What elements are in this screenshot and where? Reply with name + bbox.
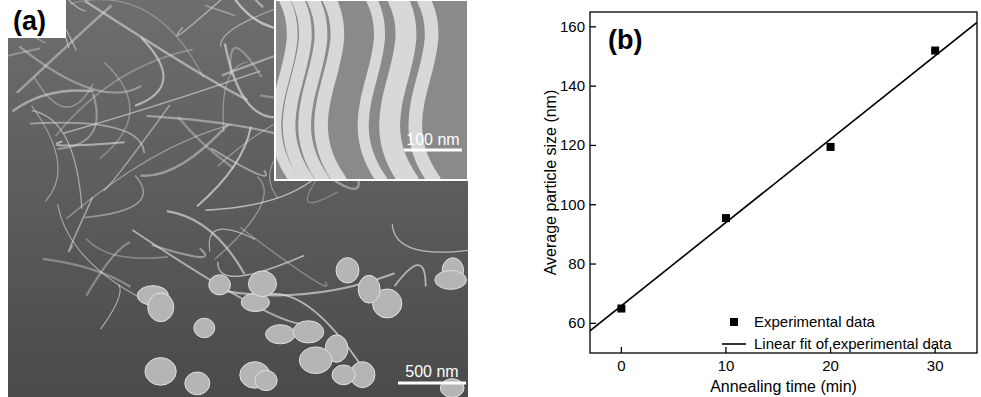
nanotube — [132, 230, 300, 324]
nanotube — [57, 94, 96, 149]
legend-swatch — [730, 318, 738, 326]
inset-scale-bar — [404, 149, 462, 152]
y-axis-title: Average particle size (nm) — [542, 90, 559, 276]
nanotube — [70, 0, 204, 78]
scale-label: 500 nm — [405, 363, 458, 380]
nanotube — [55, 49, 192, 136]
nanotube — [223, 62, 247, 132]
particle — [435, 271, 467, 290]
nanotube — [167, 211, 245, 274]
nanotube — [393, 1, 412, 179]
y-tick — [590, 323, 596, 324]
particle — [148, 293, 174, 322]
y-tick-label: 140 — [560, 77, 585, 94]
nanotube — [395, 265, 426, 286]
label-background — [8, 0, 66, 38]
y-tick-label: 120 — [560, 136, 585, 153]
y-tick-label: 160 — [560, 18, 585, 35]
scale-bar — [398, 382, 466, 385]
plot-frame — [590, 12, 977, 353]
y-tick — [590, 263, 596, 264]
nanotube — [276, 1, 294, 179]
nanotube — [206, 6, 235, 16]
inset: 100 nm — [275, 0, 468, 180]
particle — [299, 347, 332, 374]
data-point — [827, 143, 835, 151]
nanotube — [34, 77, 93, 107]
legend: Experimental data Linear fit of experimen… — [722, 313, 952, 352]
nanotube — [86, 239, 168, 258]
figure: 100 nm 500 nm (a) 60 80 100 120 140 160 0 10 20 30 An… — [0, 0, 981, 397]
particle — [194, 318, 215, 337]
x-tick-label: 0 — [617, 357, 625, 374]
y-tick-label: 100 — [560, 196, 585, 213]
x-tick — [725, 347, 726, 353]
particle — [248, 271, 276, 297]
particle — [266, 325, 295, 344]
y-tick — [590, 145, 596, 146]
nanotube — [363, 1, 382, 179]
nanotube — [85, 176, 144, 218]
nanotube — [101, 285, 121, 329]
x-tick-label: 20 — [822, 357, 839, 374]
nanotube — [305, 1, 324, 179]
nanotube — [57, 141, 125, 145]
nanotube — [249, 0, 270, 7]
nanotube — [415, 1, 434, 179]
x-tick-label: 30 — [927, 357, 944, 374]
nanotube — [211, 148, 266, 176]
y-tick — [590, 26, 596, 27]
nanotube — [215, 176, 264, 259]
sem-background — [8, 0, 468, 397]
nanotube — [177, 0, 249, 36]
particle — [255, 370, 277, 390]
x-tick — [621, 347, 622, 353]
nanotube — [67, 124, 232, 218]
particle — [209, 275, 231, 295]
inset-scale-label: 100 nm — [406, 131, 459, 148]
y-tick-label: 60 — [568, 314, 585, 331]
particle — [145, 358, 176, 386]
x-axis-title: Annealing time (min) — [710, 378, 857, 395]
inset-image — [276, 1, 434, 179]
particle — [440, 379, 464, 397]
legend-swatch — [722, 343, 746, 345]
nanotube — [209, 229, 255, 251]
nanotube — [58, 204, 144, 299]
plot-area — [590, 22, 977, 330]
nanotube — [69, 197, 93, 251]
panel-label: (b) — [608, 25, 642, 55]
legend-label: Experimental data — [754, 313, 876, 330]
sem-image — [8, 0, 468, 397]
y-tick — [590, 204, 596, 205]
nanotube — [31, 106, 58, 201]
panel-label: (a) — [13, 6, 46, 36]
inset-background — [275, 0, 468, 180]
nanotube — [8, 48, 40, 66]
nanotube — [43, 259, 131, 287]
particle — [185, 372, 210, 395]
x-tick-label: 10 — [718, 357, 735, 374]
particle — [332, 365, 355, 385]
particle — [293, 321, 324, 343]
y-tick-label: 80 — [568, 255, 585, 272]
fit-line — [590, 22, 977, 330]
nanotube — [392, 224, 468, 252]
particle — [358, 275, 380, 303]
nanotube — [152, 245, 206, 257]
legend-label: Linear fit of experimental data — [754, 335, 952, 352]
particle — [336, 258, 359, 283]
y-tick — [590, 85, 596, 86]
